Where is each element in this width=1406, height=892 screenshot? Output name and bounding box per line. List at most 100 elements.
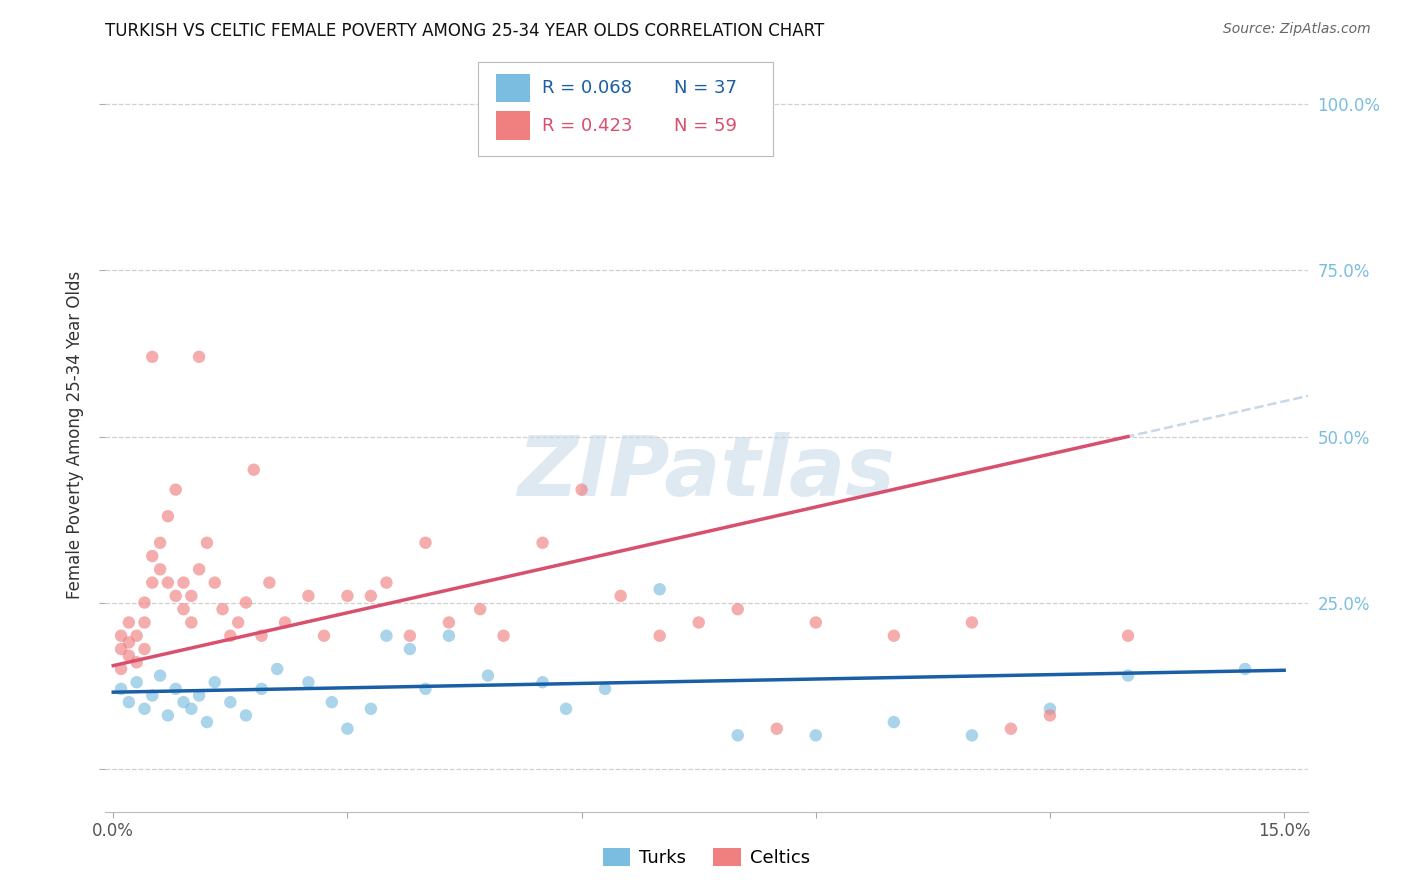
Point	[375, 629, 398, 643]
Point	[141, 575, 163, 590]
Point	[118, 615, 141, 630]
Point	[211, 602, 233, 616]
Point	[688, 615, 710, 630]
Point	[149, 668, 172, 682]
Point	[219, 695, 242, 709]
Text: R = 0.423: R = 0.423	[541, 117, 633, 135]
Text: N = 59: N = 59	[673, 117, 737, 135]
Text: TURKISH VS CELTIC FEMALE POVERTY AMONG 25-34 YEAR OLDS CORRELATION CHART: TURKISH VS CELTIC FEMALE POVERTY AMONG 2…	[105, 22, 825, 40]
Point	[399, 642, 422, 657]
Point	[415, 681, 437, 696]
FancyBboxPatch shape	[496, 74, 530, 103]
Point	[118, 648, 141, 663]
Point	[125, 655, 148, 669]
Point	[375, 575, 398, 590]
Point	[235, 595, 257, 609]
Point	[415, 535, 437, 549]
Point	[437, 629, 460, 643]
Point	[1234, 662, 1257, 676]
Point	[960, 615, 983, 630]
Point	[195, 714, 218, 729]
Point	[242, 463, 264, 477]
Point	[960, 728, 983, 742]
Point	[219, 629, 242, 643]
Point	[399, 629, 422, 643]
Point	[531, 675, 554, 690]
FancyBboxPatch shape	[496, 112, 530, 140]
Point	[188, 350, 211, 364]
Point	[141, 689, 163, 703]
Text: N = 37: N = 37	[673, 79, 737, 97]
Point	[555, 702, 578, 716]
Point	[226, 615, 249, 630]
Point	[141, 350, 163, 364]
Point	[173, 602, 195, 616]
Point	[297, 675, 319, 690]
Point	[173, 695, 195, 709]
Point	[118, 635, 141, 649]
Point	[134, 702, 156, 716]
Point	[235, 708, 257, 723]
Point	[259, 575, 281, 590]
Point	[336, 722, 359, 736]
Text: ZIPatlas: ZIPatlas	[517, 432, 896, 513]
Point	[1039, 702, 1062, 716]
Point	[468, 602, 491, 616]
Point	[110, 629, 132, 643]
Point	[165, 589, 187, 603]
Point	[1116, 668, 1139, 682]
Point	[180, 615, 202, 630]
Point	[134, 615, 156, 630]
Point	[312, 629, 335, 643]
Point	[804, 615, 827, 630]
Point	[648, 582, 671, 597]
Point	[883, 714, 905, 729]
Point	[134, 642, 156, 657]
Point	[125, 675, 148, 690]
Point	[250, 681, 273, 696]
Point	[437, 615, 460, 630]
Point	[492, 629, 515, 643]
Point	[804, 728, 827, 742]
Point	[156, 708, 179, 723]
Legend: Turks, Celtics: Turks, Celtics	[596, 840, 817, 874]
Point	[141, 549, 163, 563]
Point	[765, 722, 787, 736]
Point	[727, 602, 749, 616]
Point	[125, 629, 148, 643]
Point	[883, 629, 905, 643]
Point	[188, 689, 211, 703]
Point	[593, 681, 616, 696]
Point	[180, 589, 202, 603]
Point	[110, 662, 132, 676]
Point	[110, 681, 132, 696]
Point	[321, 695, 343, 709]
Point	[648, 629, 671, 643]
Point	[118, 695, 141, 709]
Point	[274, 615, 297, 630]
Point	[195, 535, 218, 549]
Point	[204, 675, 226, 690]
Point	[204, 575, 226, 590]
Point	[134, 595, 156, 609]
Y-axis label: Female Poverty Among 25-34 Year Olds: Female Poverty Among 25-34 Year Olds	[66, 271, 84, 599]
Point	[477, 668, 499, 682]
Point	[250, 629, 273, 643]
Point	[360, 589, 382, 603]
Point	[180, 702, 202, 716]
Point	[165, 681, 187, 696]
Point	[156, 575, 179, 590]
Point	[531, 535, 554, 549]
Point	[149, 562, 172, 576]
Point	[1039, 708, 1062, 723]
Point	[1000, 722, 1022, 736]
Point	[727, 728, 749, 742]
Point	[360, 702, 382, 716]
Text: R = 0.068: R = 0.068	[541, 79, 631, 97]
Point	[110, 642, 132, 657]
Point	[571, 483, 593, 497]
Point	[156, 509, 179, 524]
Point	[336, 589, 359, 603]
Point	[297, 589, 319, 603]
Point	[165, 483, 187, 497]
